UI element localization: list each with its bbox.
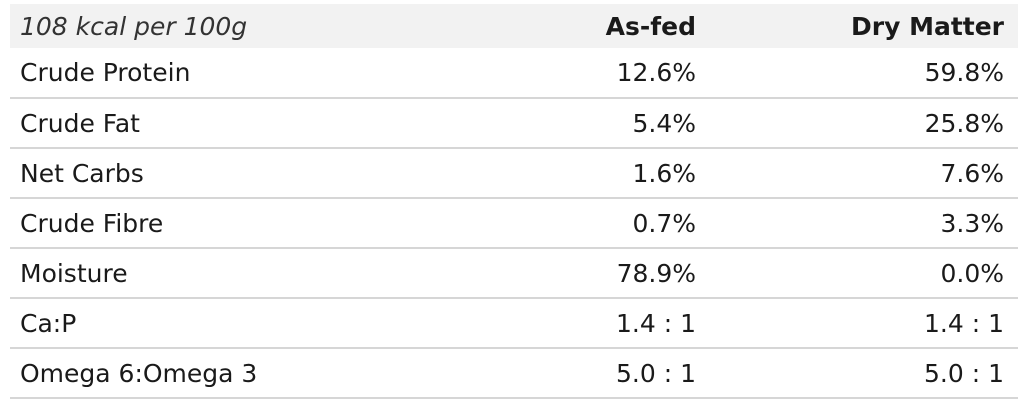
dry-matter-value: 3.3% bbox=[940, 208, 1004, 238]
as-fed-value: 1.4 : 1 bbox=[616, 308, 696, 338]
dry-matter-value: 7.6% bbox=[940, 158, 1004, 188]
dry-matter-value: 5.0 : 1 bbox=[924, 358, 1004, 388]
nutrition-table: 108 kcal per 100g As-fed Dry Matter Crud… bbox=[10, 4, 1018, 399]
as-fed-value: 5.4% bbox=[632, 108, 696, 138]
table-row: Moisture 78.9% 0.0% bbox=[10, 248, 1018, 298]
as-fed-value: 78.9% bbox=[616, 258, 696, 288]
nutrient-label: Net Carbs bbox=[20, 158, 144, 188]
column-header-as-fed: As-fed bbox=[605, 11, 696, 41]
nutrient-label: Crude Protein bbox=[20, 58, 191, 87]
table-header: 108 kcal per 100g As-fed Dry Matter bbox=[10, 4, 1018, 48]
column-header-dry-matter: Dry Matter bbox=[850, 11, 1004, 41]
dry-matter-value: 1.4 : 1 bbox=[924, 308, 1004, 338]
table-row: Ca:P 1.4 : 1 1.4 : 1 bbox=[10, 298, 1018, 348]
table-row: Crude Fat 5.4% 25.8% bbox=[10, 98, 1018, 148]
as-fed-value: 0.7% bbox=[632, 208, 696, 238]
nutrient-label: Crude Fibre bbox=[20, 208, 164, 238]
nutrient-label: Omega 6:Omega 3 bbox=[20, 358, 258, 388]
nutrient-label: Crude Fat bbox=[20, 108, 140, 138]
dry-matter-value: 0.0% bbox=[940, 258, 1004, 288]
table-row: Omega 6:Omega 3 5.0 : 1 5.0 : 1 bbox=[10, 348, 1018, 398]
nutrient-label: Ca:P bbox=[20, 308, 77, 338]
kcal-label: 108 kcal per 100g bbox=[20, 11, 248, 41]
as-fed-value: 12.6% bbox=[616, 58, 696, 87]
dry-matter-value: 59.8% bbox=[924, 58, 1004, 87]
dry-matter-value: 25.8% bbox=[924, 108, 1004, 138]
table-row: Crude Fibre 0.7% 3.3% bbox=[10, 198, 1018, 248]
as-fed-value: 5.0 : 1 bbox=[616, 358, 696, 388]
as-fed-value: 1.6% bbox=[632, 158, 696, 188]
nutrient-label: Moisture bbox=[20, 258, 128, 288]
table-row: Crude Protein 12.6% 59.8% bbox=[10, 48, 1018, 98]
table-row: Net Carbs 1.6% 7.6% bbox=[10, 148, 1018, 198]
